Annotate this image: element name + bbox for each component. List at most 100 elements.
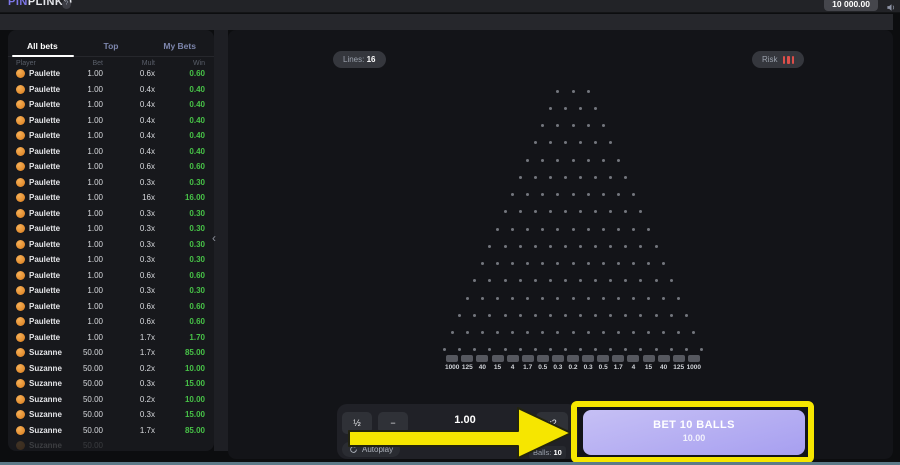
mult-value: 0.4x	[139, 100, 155, 110]
bet-value: 1.00	[87, 286, 103, 296]
player-name: Suzanne	[29, 394, 62, 404]
bet-button[interactable]: BET 10 BALLS 10.00	[583, 410, 805, 455]
multiplier-label: 1.7	[523, 364, 533, 371]
mult-value: 0.4x	[139, 84, 155, 94]
player-avatar	[16, 394, 25, 404]
multiplier-label: 4	[510, 364, 515, 371]
peg	[548, 210, 552, 214]
peg	[624, 210, 628, 214]
tab-my-bets[interactable]: My Bets	[163, 41, 196, 51]
table-row: Paulette 1.00 1.7x 1.70	[16, 330, 205, 346]
player-name: Paulette	[29, 239, 61, 249]
peg	[503, 210, 507, 214]
peg	[669, 348, 673, 352]
multiplier-label: 15	[493, 364, 502, 371]
peg	[647, 296, 650, 300]
player-avatar	[16, 146, 25, 156]
table-row: Suzanne 50.00 1.7x 85.00	[16, 423, 205, 439]
collapse-sidebar-button[interactable]: ‹	[212, 231, 216, 245]
risk-button[interactable]: Risk	[752, 51, 805, 68]
autoplay-button[interactable]: Autoplay	[342, 442, 401, 457]
peg	[654, 348, 658, 352]
bet-button-label: BET 10 BALLS	[653, 419, 735, 431]
peg	[548, 106, 552, 110]
bet-value: 1.00	[87, 69, 103, 79]
half-bet-button[interactable]: ½	[342, 412, 372, 434]
peg	[684, 313, 688, 317]
player-name: Paulette	[29, 286, 61, 296]
bet-value: 50.00	[82, 379, 103, 389]
multiplier-slot	[657, 355, 670, 362]
win-value: 0.40	[189, 84, 205, 94]
tab-top[interactable]: Top	[103, 41, 119, 51]
bets-sidebar: All bets Top My Bets Player Bet Mult Win…	[8, 30, 214, 451]
peg	[631, 227, 635, 231]
peg	[571, 193, 575, 196]
peg	[526, 193, 530, 196]
risk-label: Risk	[762, 55, 778, 64]
peg	[458, 313, 462, 317]
peg	[511, 262, 515, 265]
table-row: Paulette 1.00 0.3x 0.30	[16, 252, 205, 268]
tab-all-bets[interactable]: All bets	[26, 41, 58, 51]
player-avatar	[16, 208, 25, 218]
brand-logo-secondary: PLINKO	[27, 0, 73, 8]
tabs-divider	[8, 56, 214, 57]
peg	[669, 313, 673, 317]
multiplier-slot	[521, 355, 534, 362]
bet-amount-value[interactable]: 1.00	[454, 414, 476, 426]
peg	[518, 244, 522, 248]
peg	[556, 89, 560, 93]
peg	[586, 296, 590, 300]
multiplier-label: 4	[631, 364, 636, 371]
bet-value: 1.00	[87, 332, 103, 342]
multiplier-slot	[567, 355, 579, 362]
mult-value: 0.3x	[139, 379, 155, 389]
peg	[465, 296, 469, 300]
peg	[548, 313, 552, 317]
peg	[563, 106, 567, 110]
peg	[631, 296, 635, 300]
peg	[609, 348, 613, 352]
win-value: 85.00	[184, 425, 205, 435]
player-avatar	[16, 286, 25, 296]
peg	[609, 175, 613, 179]
peg	[503, 348, 507, 352]
peg	[579, 244, 583, 248]
multiplier-slot	[506, 355, 519, 362]
player-avatar	[16, 441, 25, 451]
peg	[548, 348, 552, 352]
sound-icon[interactable]	[886, 0, 897, 12]
bets-tabs: All bets Top My Bets	[8, 36, 214, 56]
peg	[624, 348, 628, 352]
peg	[533, 210, 537, 214]
peg	[556, 193, 560, 196]
lines-button[interactable]: Lines: 16	[333, 51, 386, 68]
peg	[556, 124, 560, 127]
peg	[639, 210, 643, 214]
peg	[548, 244, 552, 248]
multiplier-slot	[491, 355, 504, 362]
peg	[533, 244, 537, 248]
decrease-bet-button[interactable]: −	[378, 412, 408, 434]
peg	[594, 313, 598, 317]
table-row: Suzanne 50.00 0.2x 10.00	[16, 361, 205, 377]
mult-value: 0.3x	[139, 255, 155, 265]
peg	[548, 175, 552, 179]
peg	[601, 124, 605, 127]
info-icon[interactable]: ?	[62, 0, 71, 9]
peg	[647, 331, 650, 334]
peg	[594, 348, 598, 352]
player-name: Suzanne	[29, 410, 62, 420]
peg	[624, 279, 628, 283]
bet-value: 50.00	[82, 348, 103, 358]
peg	[480, 331, 484, 334]
bet-value: 1.00	[87, 193, 103, 203]
player-avatar	[16, 224, 25, 234]
peg	[601, 158, 605, 162]
peg	[639, 313, 643, 317]
double-bet-button[interactable]: x2	[536, 412, 568, 434]
table-row: Paulette 1.00 0.4x 0.40	[16, 128, 205, 144]
table-row: Paulette 1.00 0.4x 0.40	[16, 113, 205, 129]
